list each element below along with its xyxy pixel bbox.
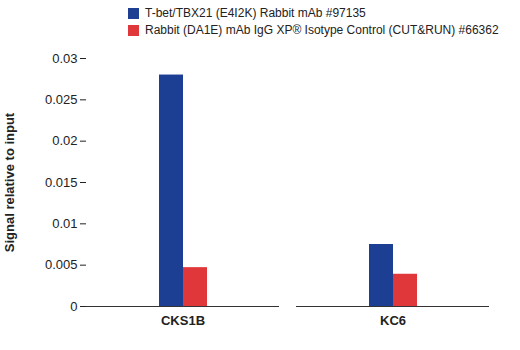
- svg-text:Signal relative to input: Signal relative to input: [2, 112, 17, 252]
- svg-text:0: 0: [70, 299, 77, 314]
- svg-text:0.02: 0.02: [52, 133, 77, 148]
- svg-text:CKS1B: CKS1B: [161, 313, 205, 328]
- svg-text:0.025: 0.025: [45, 92, 78, 107]
- html-text:T-bet/TBX21 (E4I2K) Rabbit mAb: T-bet/TBX21 (E4I2K) Rabbit mAb #97135: [145, 6, 366, 20]
- svg-text:KC6: KC6: [380, 313, 406, 328]
- svg-text:0.005: 0.005: [45, 257, 78, 272]
- svg-text:0.01: 0.01: [52, 216, 77, 231]
- svg-text:0.03: 0.03: [52, 51, 77, 66]
- svg-text:0.015: 0.015: [45, 175, 78, 190]
- html-text:Rabbit (DA1E) mAb IgG XP® Isot: Rabbit (DA1E) mAb IgG XP® Isotype Contro…: [145, 23, 499, 37]
